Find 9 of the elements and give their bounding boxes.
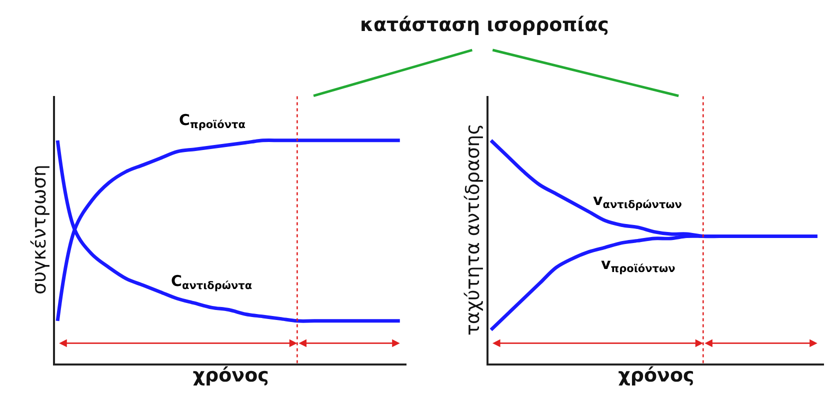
x-axis-title: χρόνος <box>618 364 694 387</box>
x-axis-title: χρόνος <box>192 364 269 387</box>
series-label: v$_{αντιδρώντων}$ <box>593 191 682 212</box>
y-axis-title: συγκέντρωση <box>28 164 50 294</box>
y-axis-title: ταχύτητα αντίδρασης <box>462 124 484 336</box>
series-label: v$_{προϊόντων}$ <box>601 255 676 276</box>
series-label: C$_{προϊόντα}$ <box>179 111 246 132</box>
text: κατάσταση ισορροπίας <box>360 14 609 36</box>
series-label: C$_{αντιδρώντα}$ <box>171 272 252 292</box>
